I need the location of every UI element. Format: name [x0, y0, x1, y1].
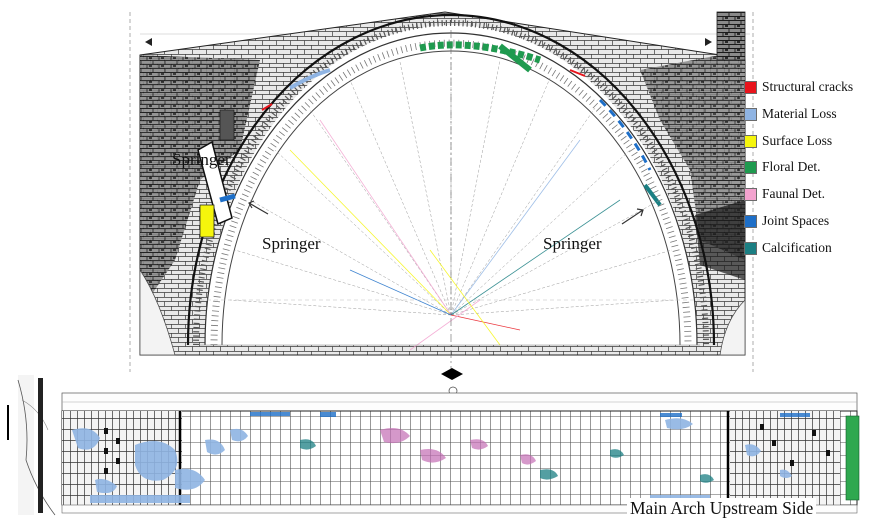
legend-swatch — [744, 241, 757, 255]
legend-swatch — [744, 161, 757, 175]
springer-arrow-right — [621, 208, 644, 225]
legend-swatch — [744, 134, 757, 148]
legend-item-calcification: Calcification — [744, 239, 879, 266]
legend-label: Surface Loss — [762, 132, 833, 148]
developed-view — [7, 375, 860, 516]
developed-view-caption: Main Arch Upstream Side — [627, 498, 817, 518]
legend-label: Calcification — [762, 239, 832, 255]
legend-item-surface-loss: Surface Loss — [744, 132, 879, 159]
legend-label: Material Loss — [762, 105, 837, 121]
legend-swatch — [744, 214, 757, 228]
springer-label-left: Springer — [262, 234, 321, 253]
legend-item-faunal-det: Faunal Det. — [744, 185, 879, 212]
springer-label-right: Springer — [543, 234, 602, 253]
legend-label: Structural cracks — [762, 79, 854, 94]
legend-item-joint-spaces: Joint Spaces — [744, 212, 879, 239]
legend-item-structural-cracks: Structural cracks — [744, 78, 879, 105]
legend-item-material-loss: Material Loss — [744, 105, 879, 132]
legend-label: Floral Det. — [762, 159, 821, 175]
legend-swatch — [744, 81, 757, 94]
springer-arrow-left — [248, 200, 269, 215]
legend-label: Joint Spaces — [762, 212, 830, 228]
double-arrow-icon — [441, 368, 463, 380]
legend: Structural cracks Material Loss Surface … — [744, 78, 879, 266]
legend-swatch — [744, 107, 757, 121]
legend-swatch — [744, 188, 757, 202]
legend-label: Faunal Det. — [762, 186, 825, 202]
legend-item-floral-det: Floral Det. — [744, 158, 879, 185]
springer-label-upper-left: Springer — [172, 150, 231, 169]
